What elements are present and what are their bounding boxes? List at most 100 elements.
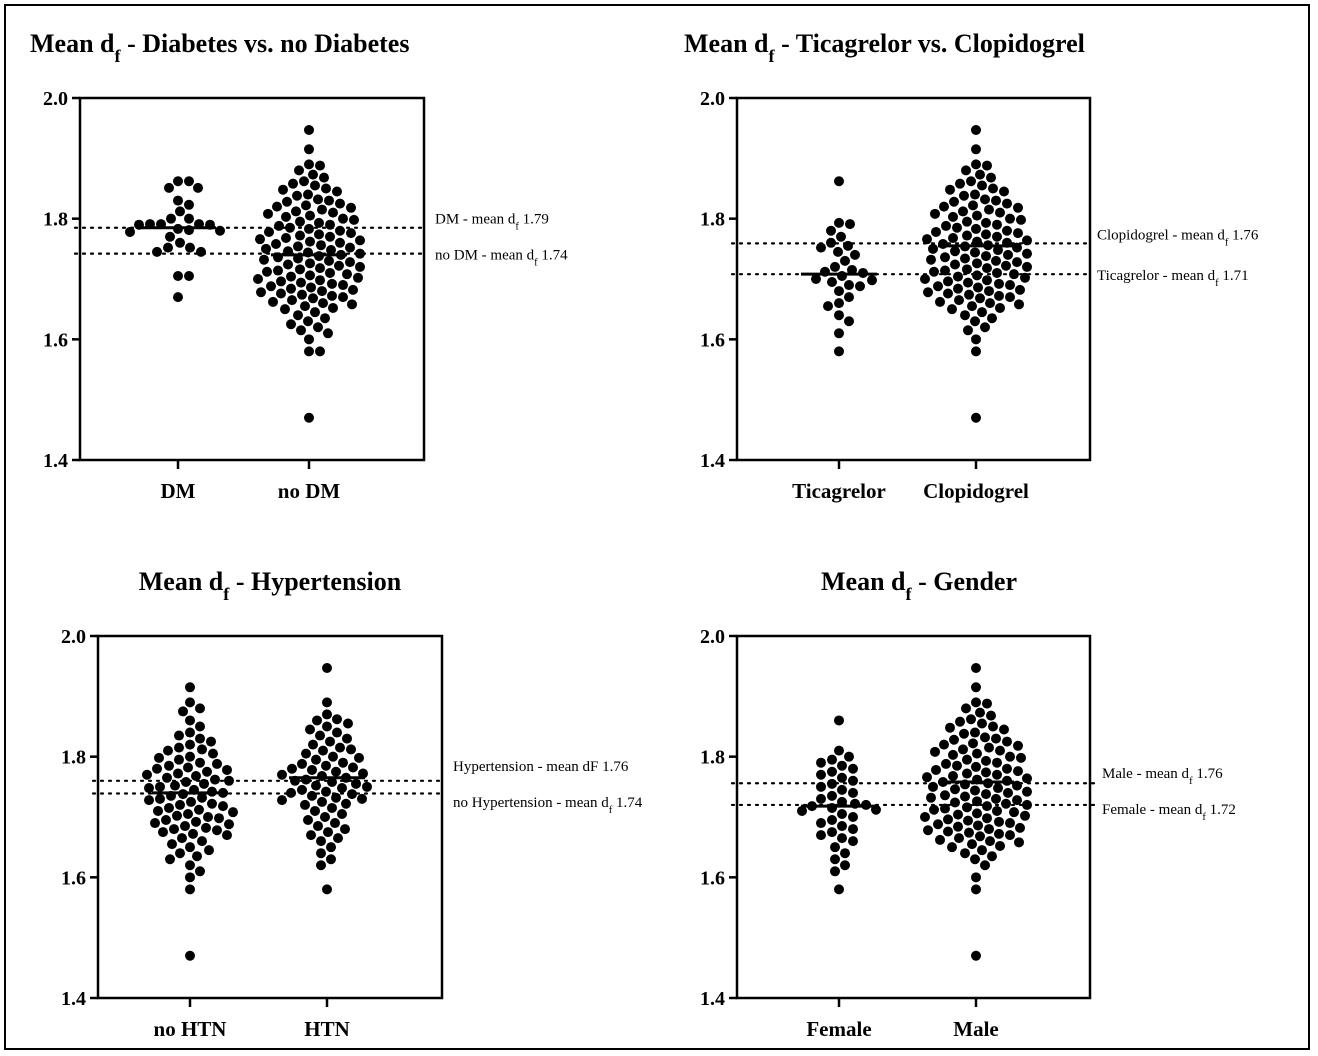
data-point [314, 217, 324, 228]
mean-annotation-subscript: f [1215, 278, 1219, 289]
data-point [322, 662, 332, 673]
data-point [971, 144, 981, 155]
data-point [286, 787, 296, 798]
data-point [185, 682, 195, 693]
data-point [823, 301, 833, 312]
data-point [1002, 225, 1012, 236]
data-point [325, 219, 335, 230]
mean-annotation-rest: 1.76 [1193, 766, 1224, 782]
data-point [935, 296, 945, 307]
data-point [304, 144, 314, 155]
y-tick-label: 1.6 [43, 329, 68, 351]
data-point [317, 204, 327, 215]
data-point [341, 798, 351, 809]
data-point [1012, 795, 1022, 806]
data-point [991, 733, 1001, 744]
data-point [830, 854, 840, 865]
data-point [962, 768, 972, 779]
data-point [970, 189, 980, 200]
data-point [986, 172, 996, 183]
data-point [981, 217, 991, 228]
data-point [945, 184, 955, 195]
mean-annotation-main: DM - mean d [435, 212, 516, 228]
y-tick-label: 1.4 [700, 988, 725, 1010]
data-point [1005, 818, 1015, 829]
data-point [982, 698, 992, 709]
data-point [963, 277, 973, 288]
data-point [188, 828, 198, 839]
data-point [345, 257, 355, 268]
data-point [276, 276, 286, 287]
mean-annotation-main: no Hypertension - mean d [453, 795, 609, 811]
data-point [947, 304, 957, 315]
data-point [867, 275, 877, 286]
data-point [954, 295, 964, 306]
data-point [353, 272, 363, 283]
data-point [167, 839, 177, 850]
data-point [943, 276, 953, 287]
data-point [322, 697, 332, 708]
data-point [185, 727, 195, 738]
data-point [1012, 780, 1022, 791]
category-label: Clopidogrel [923, 479, 1029, 503]
data-point [263, 208, 273, 219]
data-point [1002, 763, 1012, 774]
data-point [210, 774, 220, 785]
data-point [224, 819, 234, 830]
data-point [1022, 786, 1032, 797]
data-point [286, 283, 296, 294]
data-point [844, 292, 854, 303]
data-point [295, 264, 305, 275]
data-point [971, 159, 981, 170]
data-point [154, 752, 164, 763]
data-point [963, 325, 973, 336]
data-point [355, 235, 365, 246]
chart-title-subscript: f [115, 46, 122, 66]
data-point [335, 225, 345, 236]
data-point [1013, 766, 1023, 777]
data-point [948, 211, 958, 222]
data-point [928, 781, 938, 792]
chart-title-rest: - Gender [912, 567, 1017, 596]
data-point [293, 310, 303, 321]
data-point [973, 820, 983, 831]
data-point [1005, 830, 1015, 841]
data-point [313, 821, 323, 832]
data-point [959, 190, 969, 201]
data-point [286, 271, 296, 282]
data-point [945, 722, 955, 733]
data-point [144, 783, 154, 794]
data-point [1016, 752, 1026, 763]
chart-title-rest: - Hypertension [229, 567, 401, 596]
data-point [326, 854, 336, 865]
data-point [981, 789, 991, 800]
data-point [1014, 837, 1024, 848]
data-point [164, 802, 174, 813]
data-point [357, 793, 367, 804]
data-point [999, 724, 1009, 735]
data-point [1005, 280, 1015, 291]
mean-annotation: Male - mean df 1.76 [1102, 766, 1223, 787]
data-point [185, 697, 195, 708]
data-point [150, 818, 160, 829]
data-point [310, 805, 320, 816]
data-point [311, 754, 321, 765]
y-tick-label: 2.0 [700, 626, 725, 648]
data-point [816, 242, 826, 253]
data-point [197, 836, 207, 847]
data-point [184, 213, 194, 224]
data-point [987, 851, 997, 862]
data-point [175, 237, 185, 248]
data-point [961, 165, 971, 176]
data-point [174, 742, 184, 753]
data-point [186, 796, 196, 807]
data-point [992, 219, 1002, 230]
data-point [995, 302, 1005, 313]
data-point [315, 275, 325, 286]
data-point [1015, 284, 1025, 295]
data-point [833, 246, 843, 257]
data-point [278, 184, 288, 195]
data-point [199, 778, 209, 789]
data-point [281, 211, 291, 222]
